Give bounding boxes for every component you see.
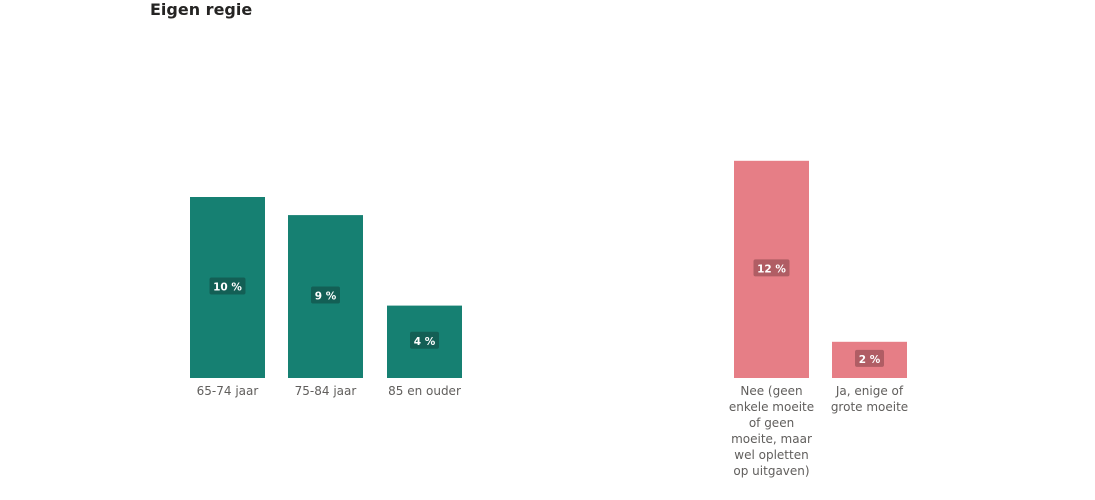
data-label-bg: [855, 349, 884, 367]
data-label-bg: [209, 277, 246, 295]
data-label: 12 %: [757, 263, 786, 275]
x-tick-label: Ja, enige of grote moeite: [831, 384, 908, 414]
data-label-bg: [410, 331, 439, 349]
x-tick-label: Nee (geen enkele moeite of geen moeite, maa…: [729, 384, 814, 478]
data-label-bg: [311, 286, 340, 304]
x-tick-label: 85 en ouder: [388, 384, 461, 398]
chart-title: Eigen regie: [150, 0, 253, 19]
x-tick-label: 75-84 jaar: [295, 384, 357, 398]
x-tick-label: 65-74 jaar: [197, 384, 259, 398]
data-label: 10 %: [213, 282, 242, 294]
data-label: 2 %: [859, 354, 881, 366]
data-label: 9 %: [315, 291, 337, 303]
data-label: 4 %: [414, 336, 436, 348]
data-label-bg: [753, 259, 790, 277]
bar-chart-2: 12 % Nee (geen enkele moeite of geen moeite,…: [729, 160, 908, 478]
bar-chart-1: 10 % 65-74 jaar 9 % 75-84 jaar 4 % 85 en oude…: [190, 197, 462, 398]
